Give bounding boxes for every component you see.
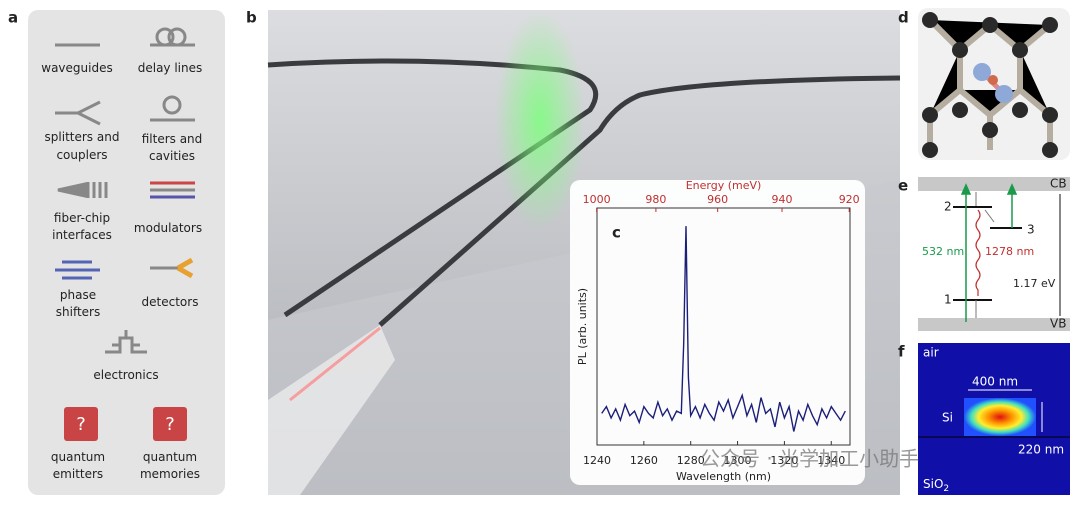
phase-icon (55, 260, 100, 280)
label-line: electronics (93, 368, 158, 382)
component-label: waveguides (41, 61, 112, 75)
green-arrows (960, 183, 1018, 322)
height-label: 220 nm (1018, 443, 1064, 457)
x2-tick-label: 940 (772, 193, 793, 206)
icon-glyph: ? (76, 414, 86, 435)
label-line: fiber-chip (54, 211, 110, 225)
component-label: modulators (134, 221, 202, 235)
x-tick-label: 1240 (583, 454, 611, 467)
atom-c (973, 63, 991, 81)
band-label: VB (1050, 317, 1066, 331)
x-tick-label: 1340 (817, 454, 845, 467)
memory-icon (153, 407, 187, 441)
x-axis-label: Wavelength (nm) (676, 470, 771, 483)
component-label: quantum emitters (51, 450, 105, 481)
panel-label: f (898, 343, 905, 361)
mode-profile (964, 398, 1036, 436)
width-label: 400 nm (972, 375, 1018, 389)
fiber-icon (57, 182, 87, 198)
band-label: CB (1050, 177, 1067, 191)
splitter-icon (55, 100, 101, 126)
filter-icon (150, 95, 195, 122)
label-line: quantum (51, 450, 105, 464)
air-label: air (923, 346, 939, 360)
plot-frame (596, 207, 851, 446)
level-label: 2 (944, 200, 952, 214)
x-tick-label: 1320 (770, 454, 798, 467)
component-label: electronics (93, 368, 158, 382)
spectrum (601, 226, 846, 432)
x2-axis-label: Energy (meV) (686, 179, 762, 192)
panel-label: a (8, 9, 18, 27)
label-line: cavities (149, 149, 195, 163)
level-label: 3 (1027, 223, 1035, 237)
component-label: filters and cavities (142, 132, 203, 163)
component-label: phase shifters (56, 288, 100, 319)
atom-c (995, 85, 1013, 103)
label-line: splitters and (45, 130, 120, 144)
fiber-light (289, 326, 381, 402)
detector-icon (176, 257, 194, 279)
fiber (268, 325, 395, 495)
panel-label: d (898, 9, 909, 27)
label-line: modulators (134, 221, 202, 235)
label-line: shifters (56, 305, 100, 319)
label-line: memories (140, 467, 200, 481)
x-tick-label: 1260 (630, 454, 658, 467)
atom-h (988, 75, 998, 85)
component-label: quantum memories (140, 450, 200, 481)
y-axis-label: PL (arb. units) (576, 288, 589, 365)
atoms (922, 12, 1058, 158)
label-line: waveguides (41, 61, 112, 75)
x-tick-label: 1300 (724, 454, 752, 467)
panel-label: e (898, 177, 908, 195)
icons (55, 27, 195, 354)
label-line: phase (60, 288, 96, 302)
fiber-grating (86, 182, 108, 198)
panel-a-bg (28, 10, 225, 495)
sio2-sub: 2 (943, 484, 949, 494)
x-tick-label: 1280 (677, 454, 705, 467)
plot: 1240 1260 1280 1300 1320 1340 1000 980 960 940 920… (576, 179, 860, 483)
si-label: Si (942, 411, 953, 425)
vb-band (918, 318, 1070, 331)
panel-label: c (612, 224, 621, 242)
laser-glow (495, 10, 585, 230)
label-line: interfaces (52, 228, 112, 242)
watermark: 公众号 · 光学加工小助手 (700, 447, 919, 471)
label-line: couplers (56, 148, 107, 162)
sio2-text: SiO (923, 477, 943, 491)
delay-icon (150, 27, 195, 47)
gap-label: 1.17 eV (1013, 277, 1056, 290)
component-label: delay lines (138, 61, 203, 75)
emission-label: 1278 nm (985, 245, 1034, 258)
cb-band (918, 177, 1070, 191)
label-line: delay lines (138, 61, 203, 75)
x2-tick-label: 1000 (583, 193, 611, 206)
label-line: emitters (53, 467, 103, 481)
relax-arrow (984, 209, 995, 223)
x2-tick-label: 980 (645, 193, 666, 206)
label-line: quantum (143, 450, 197, 464)
component-label: fiber-chip interfaces (52, 211, 112, 242)
component-labels: waveguides delay lines splitters and coup… (41, 61, 202, 481)
component-label: detectors (142, 295, 199, 309)
level-label: 1 (944, 293, 952, 307)
electronics-icon (105, 330, 147, 354)
label-line: filters and (142, 132, 203, 146)
label-line: detectors (142, 295, 199, 309)
component-label: splitters and couplers (45, 130, 120, 162)
panel-label: b (246, 9, 257, 27)
emission-wave (975, 209, 981, 296)
levels (953, 206, 1022, 301)
x2-tick-label: 960 (707, 193, 728, 206)
x2-tick-label: 920 (839, 193, 860, 206)
icon-glyph: ? (165, 414, 175, 435)
emitter-icon (64, 407, 98, 441)
sio2-label: SiO2 (923, 477, 949, 494)
excitation-label: 532 nm (922, 245, 964, 258)
